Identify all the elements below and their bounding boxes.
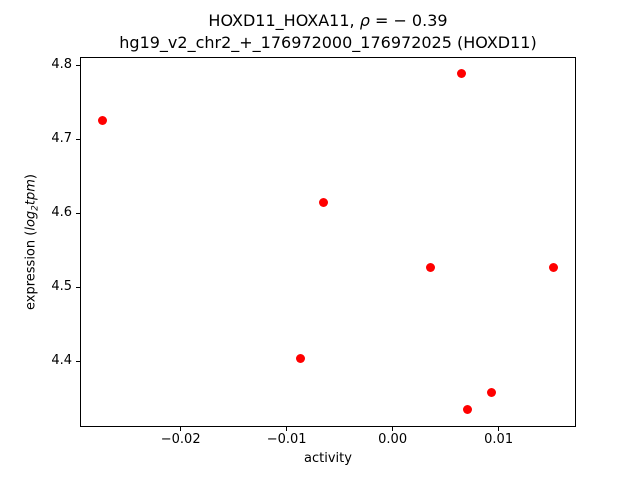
x-tick-mark	[286, 427, 288, 431]
x-tick-mark	[392, 427, 394, 431]
y-tick-mark	[76, 64, 80, 66]
x-tick-label: −0.01	[266, 432, 307, 447]
x-tick-mark	[498, 427, 500, 431]
x-tick-label: 0.01	[484, 432, 514, 447]
y-tick-label: 4.8	[51, 57, 72, 73]
data-point	[486, 388, 496, 398]
y-tick-label: 4.5	[51, 279, 72, 295]
x-tick-label: 0.00	[378, 432, 408, 447]
data-point	[319, 198, 329, 208]
y-tick-label: 4.7	[51, 131, 72, 147]
y-tick-label: 4.6	[51, 205, 72, 221]
y-axis-label-prefix: expression (	[23, 230, 39, 310]
plot-area	[80, 57, 576, 427]
data-point	[463, 404, 473, 414]
y-tick-label: 4.4	[51, 353, 72, 369]
x-tick-mark	[180, 427, 182, 431]
data-point	[457, 68, 467, 78]
y-tick-mark	[76, 286, 80, 288]
y-axis-label-suffix: )	[23, 174, 39, 180]
title-rho-symbol: ρ	[359, 11, 370, 30]
data-point	[295, 353, 305, 363]
title-gene-pair: HOXD11_HOXA11,	[208, 11, 360, 30]
chart-title: HOXD11_HOXA11, ρ = − 0.39 hg19_v2_chr2_+…	[80, 10, 576, 54]
data-point	[426, 263, 436, 273]
y-tick-mark	[76, 212, 80, 214]
data-point	[549, 263, 559, 273]
y-tick-mark	[76, 138, 80, 140]
chart-title-line2: hg19_v2_chr2_+_176972000_176972025 (HOXD…	[119, 33, 537, 52]
y-tick-mark	[76, 360, 80, 362]
y-axis-label-tpm: tpm	[23, 179, 39, 206]
data-point	[97, 116, 107, 126]
chart-title-line1: HOXD11_HOXA11, ρ = − 0.39	[80, 10, 576, 32]
title-rho-value: = − 0.39	[369, 11, 448, 30]
x-tick-label: −0.02	[160, 432, 201, 447]
x-axis-label: activity	[304, 451, 352, 466]
